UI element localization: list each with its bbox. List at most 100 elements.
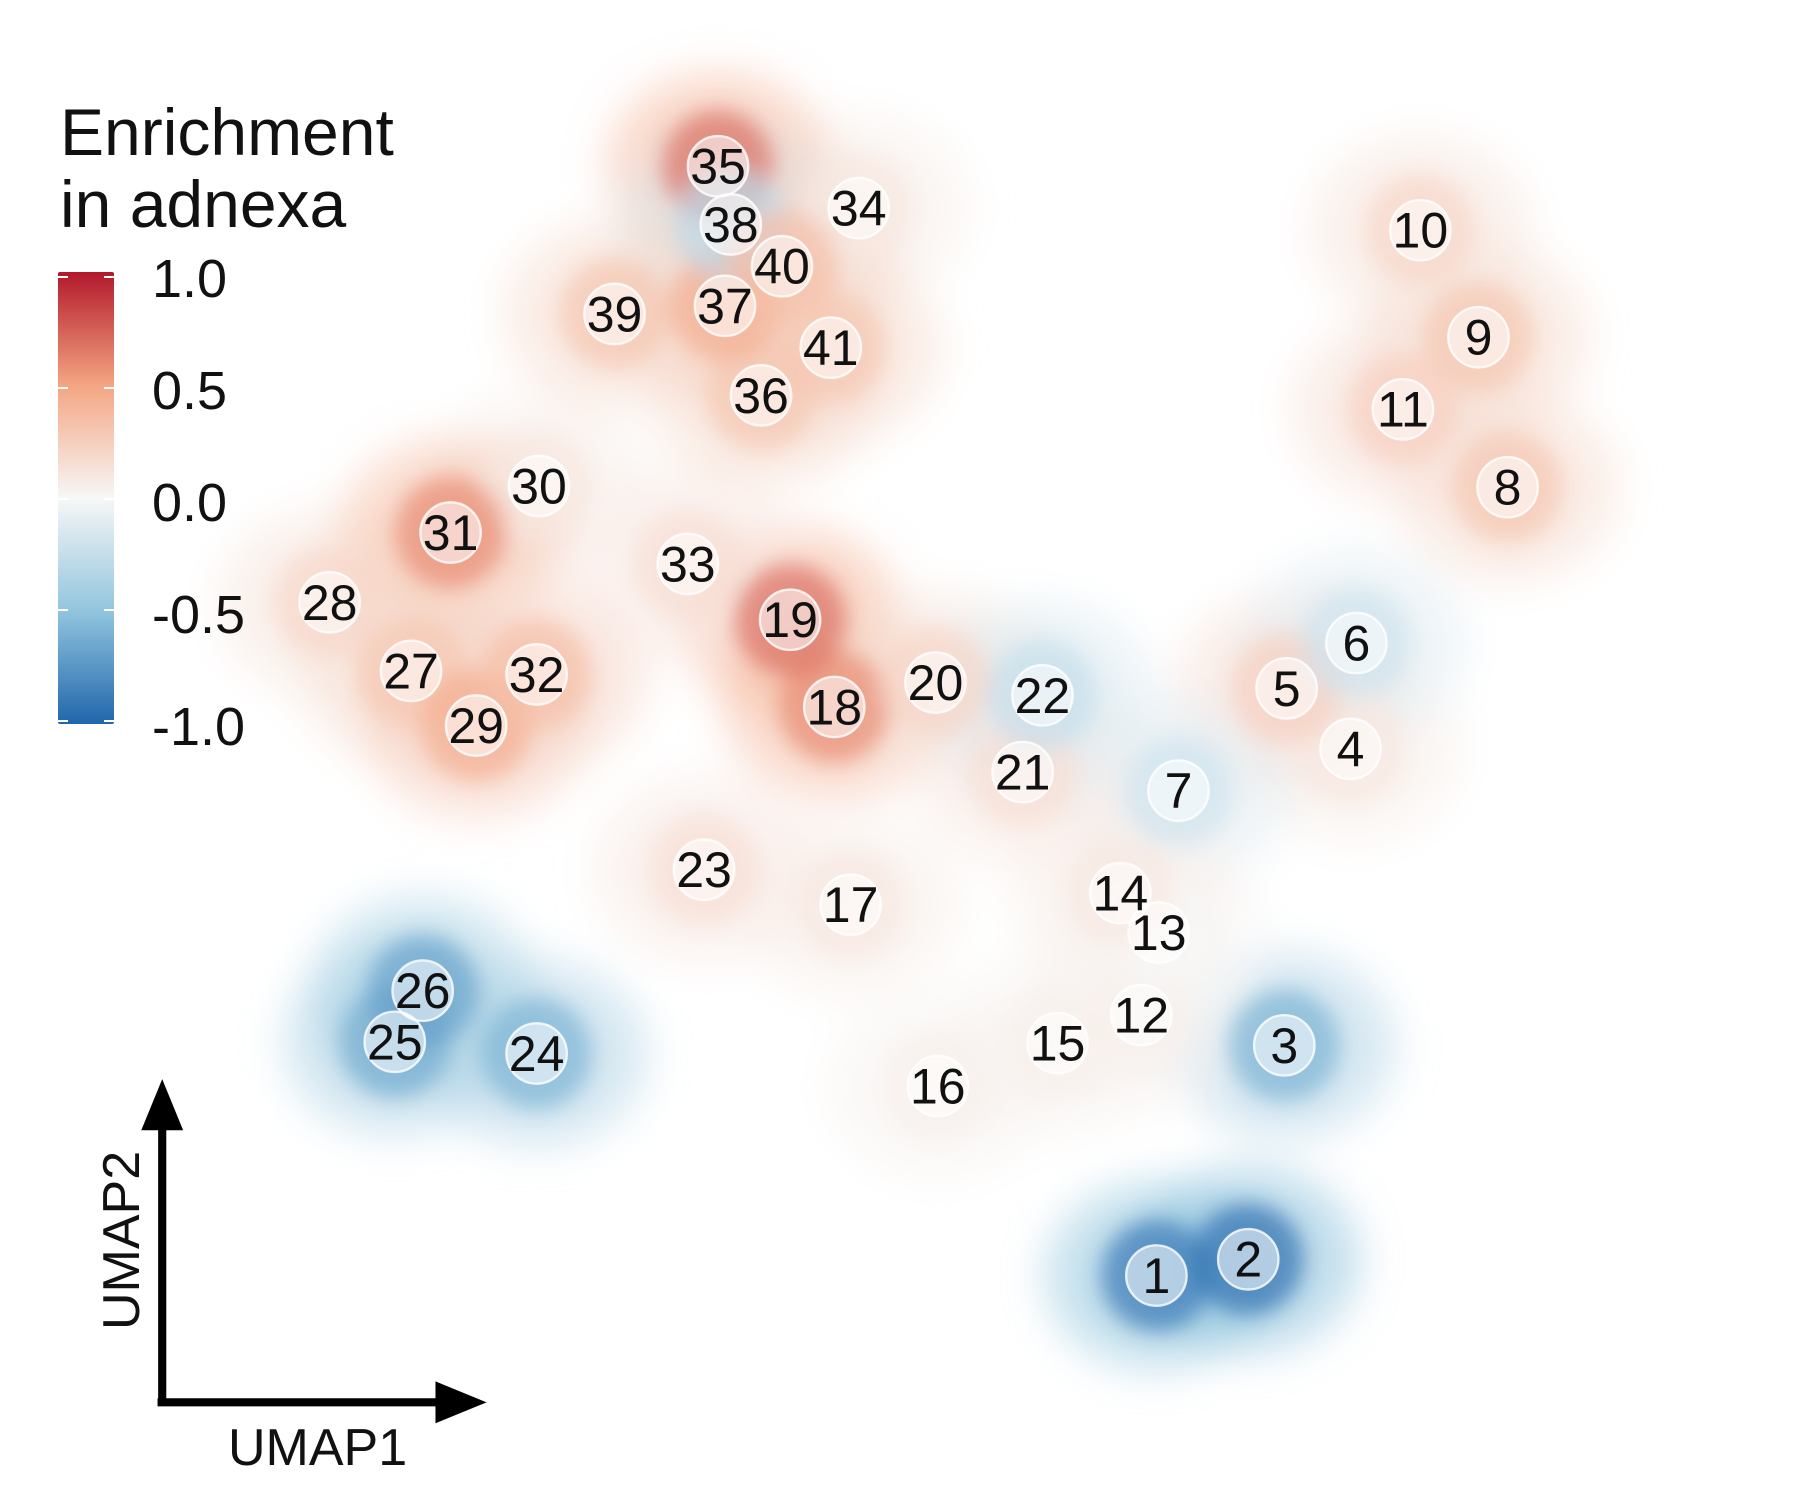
cluster-label: 19 xyxy=(762,592,818,648)
legend-tick-label: -1.0 xyxy=(152,697,246,757)
cluster-marker xyxy=(1088,861,1152,925)
cluster-marker xyxy=(379,639,443,703)
colorbar-tick-mark xyxy=(104,720,114,722)
cluster-marker xyxy=(750,234,814,298)
cluster-marker xyxy=(758,588,822,652)
cluster-marker xyxy=(1109,983,1173,1047)
legend-tick-label: 0.0 xyxy=(152,473,228,533)
cluster-label: 6 xyxy=(1342,615,1370,671)
cluster-marker xyxy=(1147,759,1210,823)
colorbar-tick-mark xyxy=(58,498,68,500)
colorbar-tick-mark xyxy=(104,609,114,611)
cluster-marker xyxy=(1476,455,1539,519)
cluster-marker xyxy=(729,363,793,427)
cluster-marker xyxy=(1252,1013,1316,1077)
umap-axes-arrows xyxy=(141,1079,487,1424)
cluster-label: 35 xyxy=(690,139,746,195)
cluster-label: 36 xyxy=(733,368,789,424)
cluster-label: 40 xyxy=(754,239,810,295)
colorbar-tick-mark xyxy=(58,720,68,722)
x-axis-label: UMAP1 xyxy=(228,1419,408,1477)
cluster-label: 24 xyxy=(509,1026,565,1082)
cluster-label: 33 xyxy=(660,536,716,592)
cluster-label: 39 xyxy=(587,286,643,342)
cluster-marker xyxy=(505,643,569,706)
cluster-marker xyxy=(1125,1244,1188,1307)
legend-title: Enrichment in adnexa xyxy=(60,96,394,240)
cluster-marker xyxy=(799,316,863,380)
cluster-label: 4 xyxy=(1337,721,1365,777)
cluster-label: 7 xyxy=(1165,763,1193,819)
cluster-label: 8 xyxy=(1494,460,1522,516)
cluster-label: 20 xyxy=(908,655,964,711)
cluster-marker xyxy=(1371,377,1435,441)
cluster-label: 32 xyxy=(509,647,565,703)
cluster-marker xyxy=(363,1010,427,1074)
cluster-marker xyxy=(906,1054,970,1118)
colorbar-tick-mark xyxy=(58,387,68,389)
cluster-marker xyxy=(298,570,362,634)
cluster-label: 27 xyxy=(383,643,439,699)
cluster-label: 17 xyxy=(823,877,879,933)
cluster-label: 23 xyxy=(676,842,732,898)
cluster-label: 5 xyxy=(1273,661,1301,717)
cluster-marker xyxy=(507,454,571,518)
cluster-label: 10 xyxy=(1393,203,1449,259)
cluster-marker xyxy=(819,873,882,937)
legend-title-line-1: Enrichment xyxy=(60,95,394,169)
colorbar-tick-mark xyxy=(58,276,68,278)
colorbar-tick-mark xyxy=(104,276,114,278)
cluster-marker xyxy=(419,501,482,564)
legend-tick-label: 0.5 xyxy=(152,361,228,421)
cluster-label: 12 xyxy=(1113,988,1169,1044)
cluster-marker xyxy=(1216,1227,1280,1291)
cluster-marker xyxy=(991,740,1055,804)
cluster-circle-layer xyxy=(298,134,1539,1307)
cluster-marker xyxy=(505,1022,569,1085)
legend-tick-label: -0.5 xyxy=(152,585,246,645)
cluster-label: 29 xyxy=(448,698,504,754)
cluster-label: 21 xyxy=(995,745,1051,801)
cluster-label: 25 xyxy=(367,1014,423,1070)
cluster-marker xyxy=(1388,198,1452,262)
cluster-label: 38 xyxy=(703,197,759,253)
cluster-label-layer: 1 234567891011121314151617181920212223242… xyxy=(302,139,1522,1304)
cluster-marker xyxy=(583,282,646,346)
cluster-marker xyxy=(672,838,736,902)
cluster-marker xyxy=(693,274,757,338)
cluster-marker xyxy=(1026,1011,1089,1075)
cluster-label: 37 xyxy=(697,278,753,334)
cluster-marker xyxy=(827,176,891,240)
cluster-marker xyxy=(699,193,763,256)
cluster-marker xyxy=(802,675,866,739)
cluster-marker xyxy=(1011,663,1074,727)
cluster-marker xyxy=(1447,305,1510,369)
umap1-arrowhead xyxy=(435,1381,487,1424)
colorbar-tick-mark xyxy=(104,387,114,389)
cluster-marker xyxy=(391,959,455,1023)
colorbar-tick-mark xyxy=(58,609,68,611)
cluster-label: 34 xyxy=(831,181,887,237)
cluster-label: 9 xyxy=(1465,310,1493,366)
cluster-marker xyxy=(904,651,967,714)
cluster-label: 13 xyxy=(1131,905,1187,961)
cluster-marker xyxy=(656,532,720,596)
cluster-label: 41 xyxy=(803,320,859,376)
y-axis-label: UMAP2 xyxy=(93,1150,151,1330)
cluster-label: 15 xyxy=(1030,1015,1086,1071)
cluster-label: 16 xyxy=(910,1058,966,1114)
cluster-marker xyxy=(1127,901,1191,964)
cluster-label: 3 xyxy=(1270,1018,1298,1074)
cluster-label: 1 xyxy=(1142,1248,1170,1304)
cluster-label: 28 xyxy=(302,575,358,631)
cluster-label: 26 xyxy=(395,963,451,1019)
cluster-label: 30 xyxy=(511,458,567,514)
cluster-marker xyxy=(1319,717,1382,781)
legend-title-line-2: in adnexa xyxy=(60,167,347,241)
cluster-label: 22 xyxy=(1015,668,1071,724)
cluster-marker xyxy=(1325,611,1388,675)
cluster-label: 14 xyxy=(1093,865,1149,921)
cluster-marker xyxy=(444,694,508,757)
cluster-label: 18 xyxy=(806,679,862,735)
